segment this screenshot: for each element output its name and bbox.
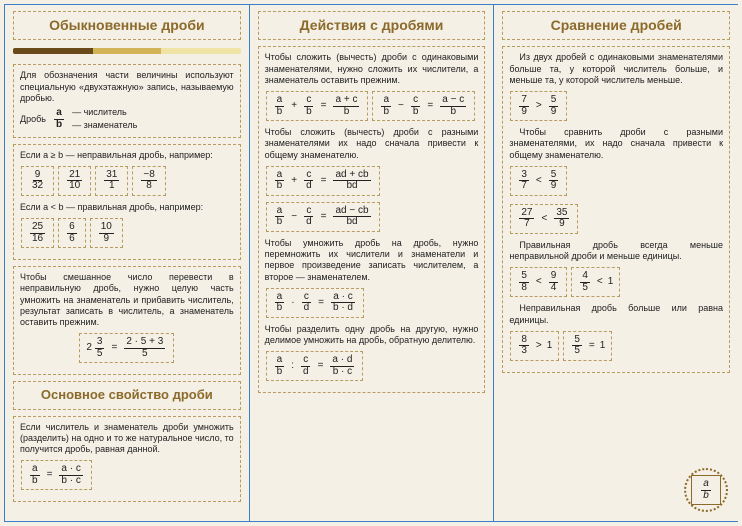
mixed-text: Чтобы смешанное число перевести в неправ… [20,272,234,328]
compare-panel: Из двух дробей с одинаковыми знаменателя… [502,46,730,373]
p3: Правильная дробь всегда меньше неправиль… [509,240,723,263]
column-2: Действия с дробями Чтобы сложить (вычест… [249,4,494,522]
num-label: — числитель [72,107,137,118]
p2: Чтобы сравнить дроби с разными знаменате… [509,127,723,161]
title-box-2: Основное свойство дроби [13,381,241,409]
def-prefix: Дробь [20,114,46,125]
add2-formula: ab+cd=ad + cbbd [266,166,380,196]
column-1: Обыкновенные дроби Для обозначения части… [4,4,249,522]
ex4a: 83>1 [510,331,559,361]
ex4b: 55=1 [563,331,612,361]
improper-examples: 9322110311−88 [20,164,234,198]
add-diff-text: Чтобы сложить (вычесть) дроби с разными … [265,127,479,161]
ex2b: 277<359 [510,204,578,234]
improper-text: Если a ≥ b — неправильная дробь, наприме… [20,150,234,161]
decor-bar [13,48,241,54]
property-text: Если числитель и знаменатель дроби умнож… [20,422,234,456]
title-box-4: Сравнение дробей [502,11,730,40]
intro-panel: Для обозначения части величины использую… [13,64,241,137]
proper-text: Если a < b — правильная дробь, например: [20,202,234,213]
add-formula: ab+cb=a + cb [266,91,369,121]
add-same-text: Чтобы сложить (вычесть) дроби с одинаков… [265,52,479,86]
title-4: Сравнение дробей [507,18,725,33]
title-box-3: Действия с дробями [258,11,486,40]
div-text: Чтобы разделить одну дробь на другую, ну… [265,324,479,347]
mixed-panel: Чтобы смешанное число перевести в неправ… [13,266,241,375]
sub2-formula: ab−cd=ad − cbbd [266,202,380,232]
p1: Из двух дробей с одинаковыми знаменателя… [509,52,723,86]
div-formula: ab:cd=a · db · c [266,351,364,381]
p4: Неправильная дробь больше или равна един… [509,303,723,326]
sub-formula: ab−cb=a − cb [372,91,475,121]
ex2a: 37<59 [510,166,567,196]
ex1: 79>59 [510,91,567,121]
mul-formula: ab·cd=a · cb · d [266,288,364,318]
badge-icon: ab [684,468,728,512]
den-label: — знаменатель [72,120,137,131]
def-fraction: a b [52,108,66,130]
ex3a: 58<94 [510,267,567,297]
column-3: Сравнение дробей Из двух дробей с одинак… [493,4,738,522]
proper-examples: 251666109 [20,216,234,250]
title-box-1: Обыкновенные дроби [13,11,241,40]
title-2: Основное свойство дроби [18,388,236,402]
mixed-formula: 2 35 = 2 · 5 + 35 [79,333,174,363]
property-formula: ab = a · cb · c [21,460,92,490]
mul-text: Чтобы умножить дробь на дробь, нужно пер… [265,238,479,283]
property-panel: Если числитель и знаменатель дроби умнож… [13,416,241,503]
title-3: Действия с дробями [263,18,481,33]
operations-panel: Чтобы сложить (вычесть) дроби с одинаков… [258,46,486,393]
intro-text: Для обозначения части величины использую… [20,70,234,104]
improper-panel: Если a ≥ b — неправильная дробь, наприме… [13,144,241,261]
title-1: Обыкновенные дроби [18,18,236,33]
ex3b: 45<1 [571,267,620,297]
